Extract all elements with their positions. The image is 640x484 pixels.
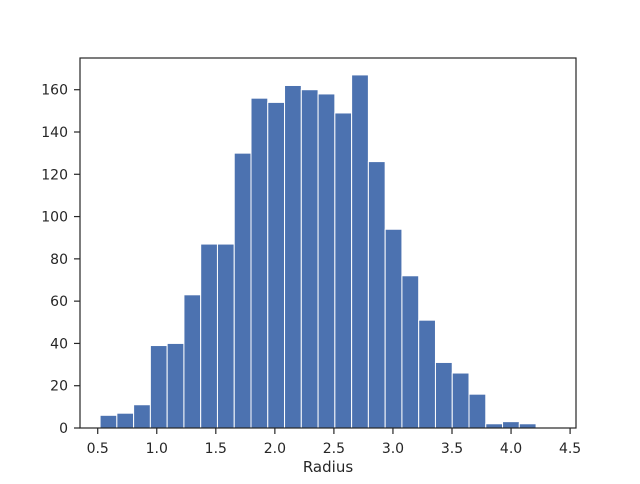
histogram-bar [200, 243, 218, 429]
histogram-bar [99, 414, 118, 429]
x-tick-label: 1.0 [146, 441, 168, 457]
x-tick-label: 3.0 [382, 441, 404, 457]
plot-frame [79, 57, 577, 429]
x-axis: 0.5 1.0 1.5 2.0 2.5 3.0 3.5 4.0 4.5 [87, 428, 581, 457]
x-tick-label: 4.5 [559, 441, 581, 457]
histogram-bar [149, 345, 168, 429]
histogram-bar [401, 275, 420, 429]
histogram-bar [267, 101, 286, 429]
histogram-bar [284, 84, 302, 429]
y-tick-label: 160 [41, 83, 68, 99]
histogram-bar [166, 342, 185, 429]
y-axis: 0 20 40 60 80 100 120 140 160 [41, 83, 80, 437]
histogram-bar [418, 319, 436, 429]
x-axis-label: Radius [303, 458, 353, 476]
y-tick-label: 80 [50, 252, 68, 268]
y-tick-label: 120 [41, 167, 68, 183]
bars-group [99, 74, 537, 429]
histogram-bar [216, 243, 235, 429]
histogram-bar [518, 423, 537, 429]
histogram-bar [183, 294, 202, 429]
x-tick-label: 0.5 [87, 441, 109, 457]
histogram-bar [334, 112, 353, 429]
y-tick-label: 100 [41, 210, 68, 226]
histogram-bar [300, 89, 319, 429]
histogram-bar [502, 421, 520, 429]
histogram-bar [233, 152, 252, 429]
histogram-bar [351, 74, 369, 429]
histogram-bar [434, 361, 453, 429]
y-tick-label: 0 [59, 421, 68, 437]
histogram-bar [250, 97, 269, 429]
x-tick-label: 4.0 [500, 441, 522, 457]
histogram-bar [384, 228, 403, 429]
x-tick-label: 1.5 [205, 441, 227, 457]
x-tick-label: 2.0 [264, 441, 286, 457]
histogram-bar [485, 423, 504, 429]
y-tick-label: 140 [41, 125, 68, 141]
y-tick-label: 20 [50, 379, 68, 395]
x-tick-label: 2.5 [323, 441, 345, 457]
histogram-bar [133, 404, 151, 429]
y-tick-label: 40 [50, 336, 68, 352]
histogram-bar [317, 93, 336, 429]
histogram-bar [116, 412, 135, 429]
histogram-bar [367, 161, 386, 429]
y-tick-label: 60 [50, 294, 68, 310]
x-tick-label: 3.5 [441, 441, 463, 457]
histogram-bar [468, 393, 487, 429]
histogram-bar [451, 372, 470, 429]
